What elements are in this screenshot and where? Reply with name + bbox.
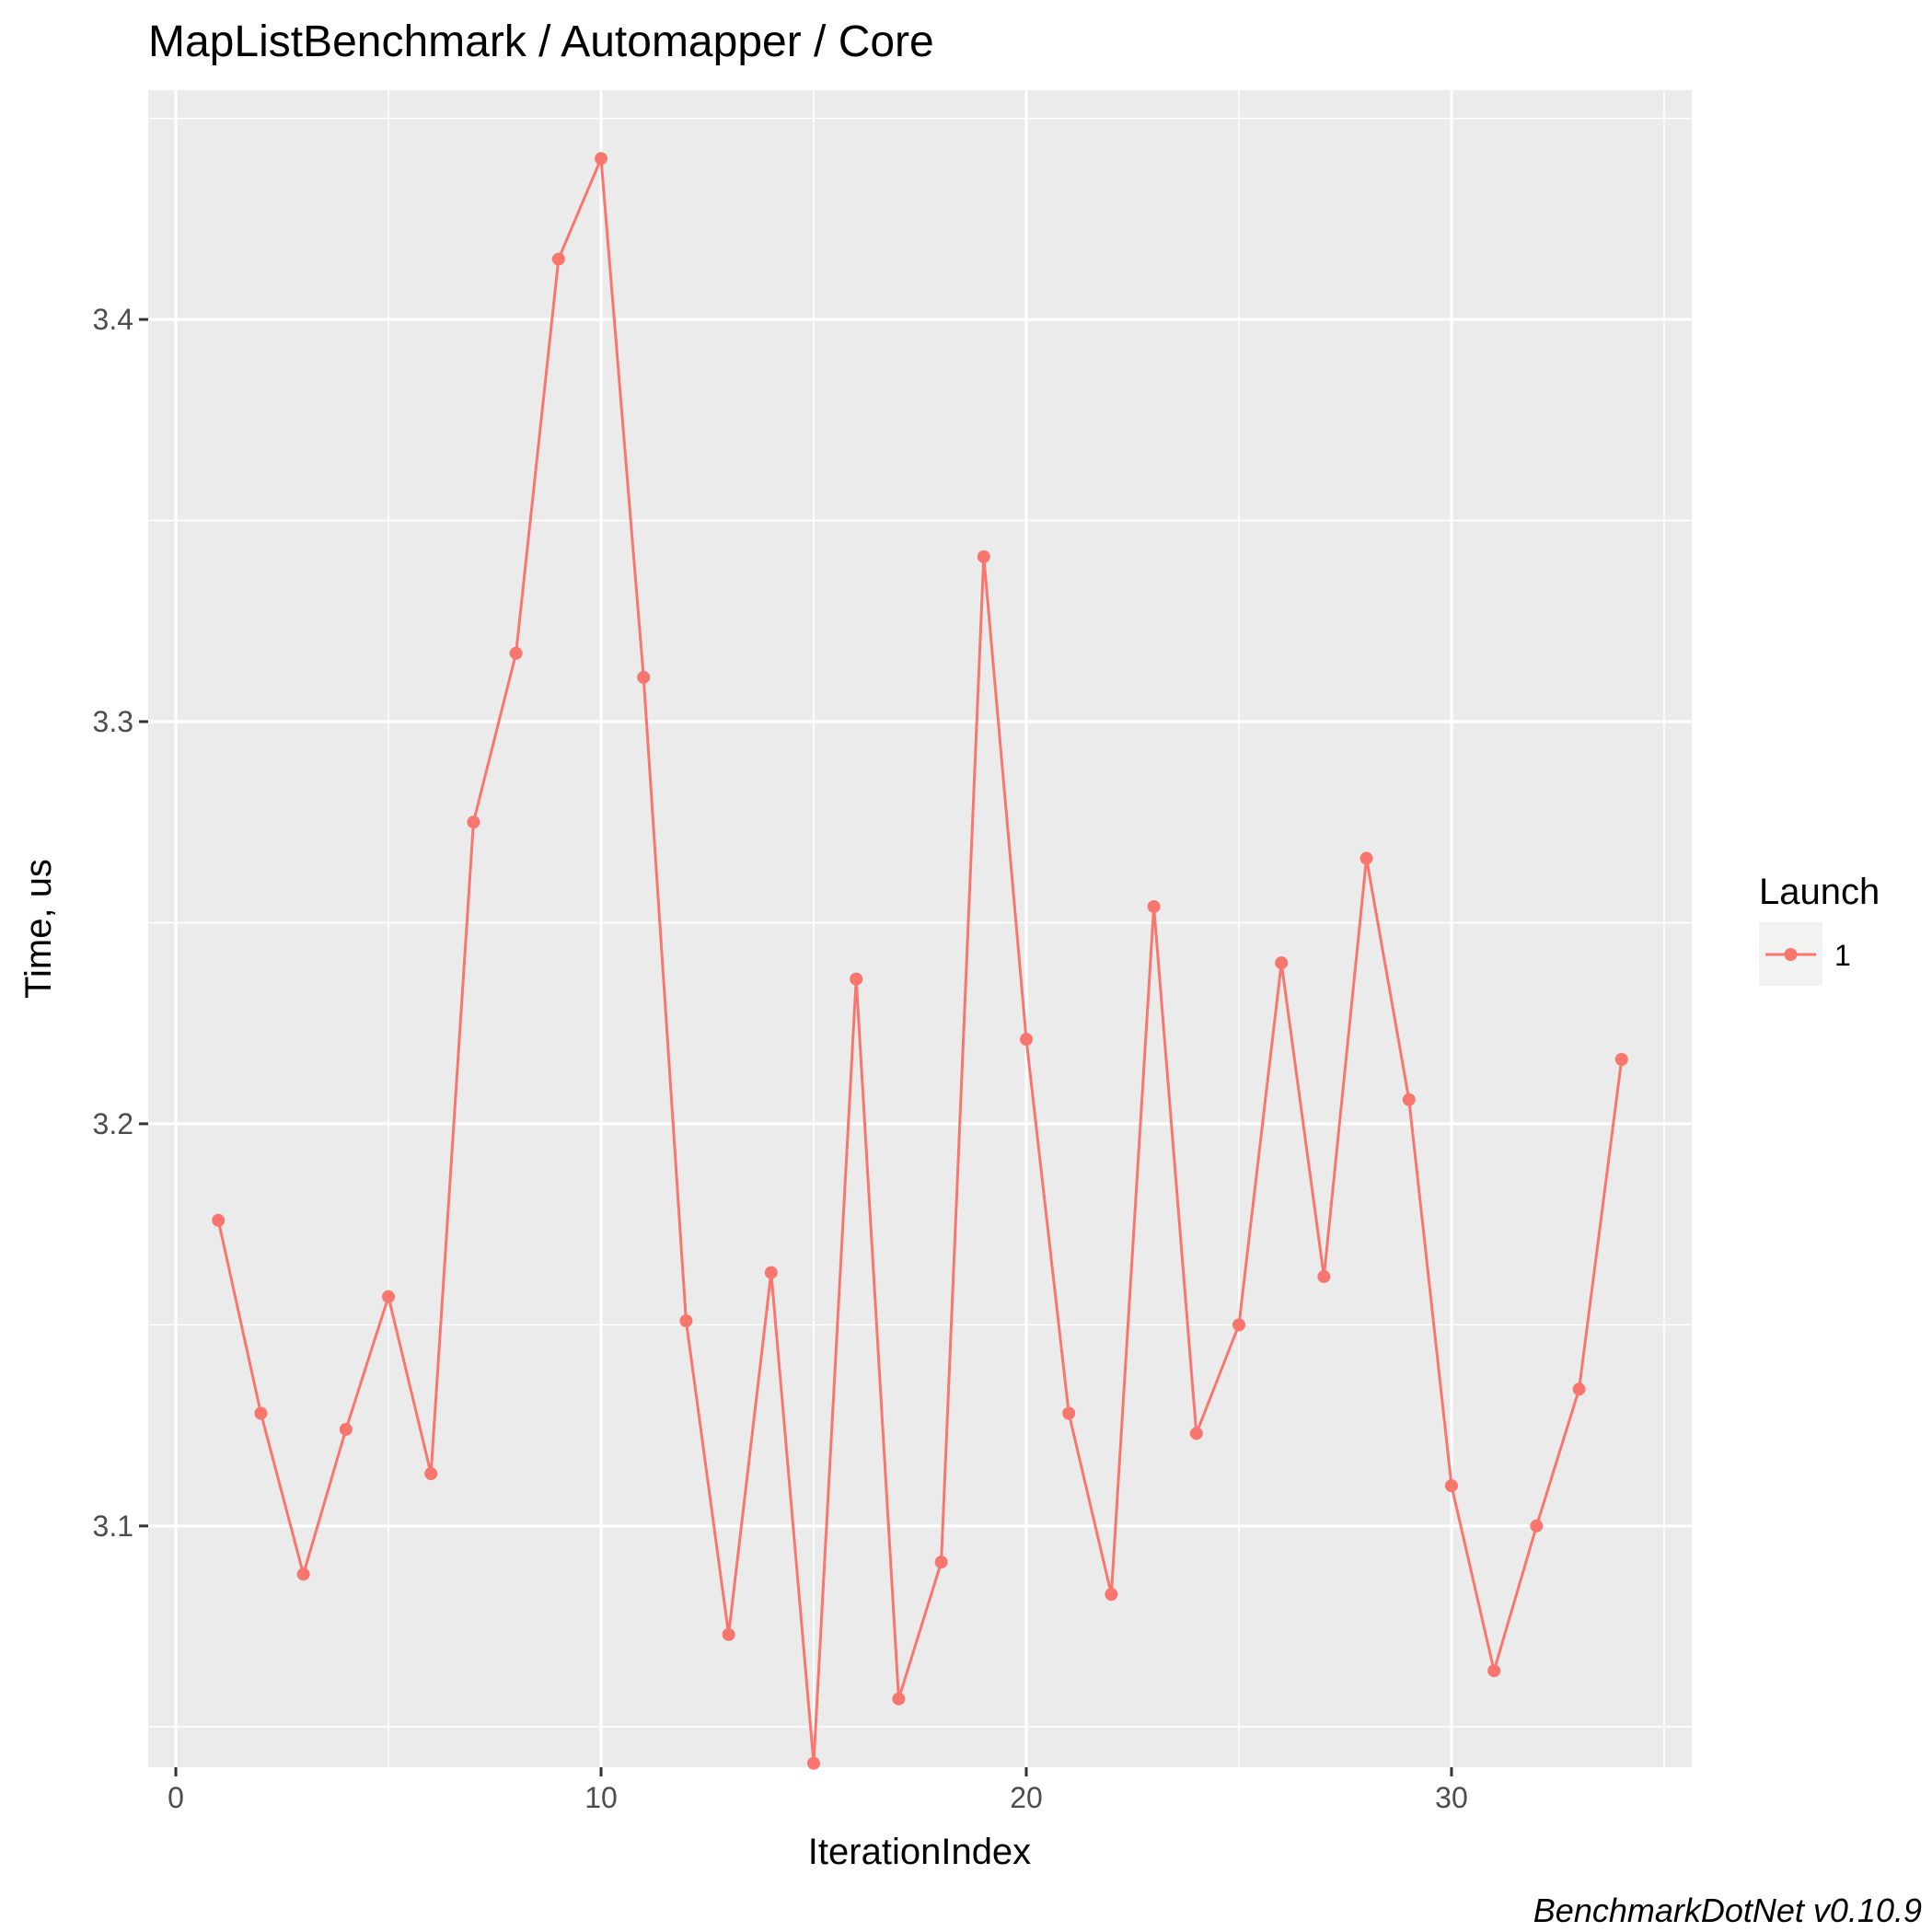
x-axis-title: IterationIndex [808,1832,1031,1872]
data-point [637,670,651,684]
data-point [467,816,480,829]
data-point [212,1213,226,1227]
data-point [850,972,863,986]
data-point [1147,899,1161,913]
x-tick-label: 0 [168,1781,184,1814]
data-point [1572,1382,1586,1396]
data-point [1359,851,1373,865]
data-point [764,1266,778,1279]
y-tick-label: 3.4 [93,303,133,336]
data-point [977,550,990,563]
legend: Launch 1 [1759,872,1880,986]
data-point [382,1290,396,1303]
x-tick-label: 20 [1010,1781,1043,1814]
data-point [339,1422,353,1436]
data-point [1530,1519,1544,1533]
data-point [1275,956,1289,970]
legend-label-series-1: 1 [1834,939,1851,972]
plot-panel [148,90,1692,1767]
data-point [1614,1053,1628,1067]
chart-title: MapListBenchmark / Automapper / Core [148,17,934,66]
y-axis-title: Time, us [18,859,59,999]
data-point [722,1627,735,1641]
y-axis: 3.1 3.2 3.3 3.4 [93,303,148,1543]
series-line-1 [216,157,1624,1764]
grid-major-y [148,318,1692,1528]
series-layer [212,152,1628,1770]
data-point [1062,1406,1076,1420]
data-point [509,646,523,660]
legend-title: Launch [1759,872,1880,912]
data-point [424,1467,438,1481]
y-tick-label: 3.3 [93,705,133,738]
data-point [1317,1269,1331,1283]
data-point [807,1756,821,1770]
data-point [1189,1427,1203,1440]
legend-key-point [1784,948,1798,961]
data-point [296,1568,310,1581]
data-point [1105,1588,1118,1602]
data-point [1402,1093,1416,1106]
y-tick-label: 3.2 [93,1107,133,1140]
y-tick-label: 3.1 [93,1510,133,1543]
x-tick-label: 10 [584,1781,618,1814]
data-point [934,1556,948,1569]
data-point [1444,1479,1458,1493]
x-tick-label: 30 [1435,1781,1468,1814]
data-point [1019,1033,1033,1047]
data-point [892,1692,906,1706]
grid-minor-x [388,90,1665,1767]
data-point [1232,1318,1245,1332]
x-axis: 0 10 20 30 [168,1767,1468,1814]
data-point [551,252,565,266]
data-point [254,1406,268,1420]
data-point [679,1314,693,1328]
data-point [1487,1664,1501,1678]
caption: BenchmarkDotNet v0.10.9 [1533,1892,1922,1929]
data-point [595,152,608,166]
